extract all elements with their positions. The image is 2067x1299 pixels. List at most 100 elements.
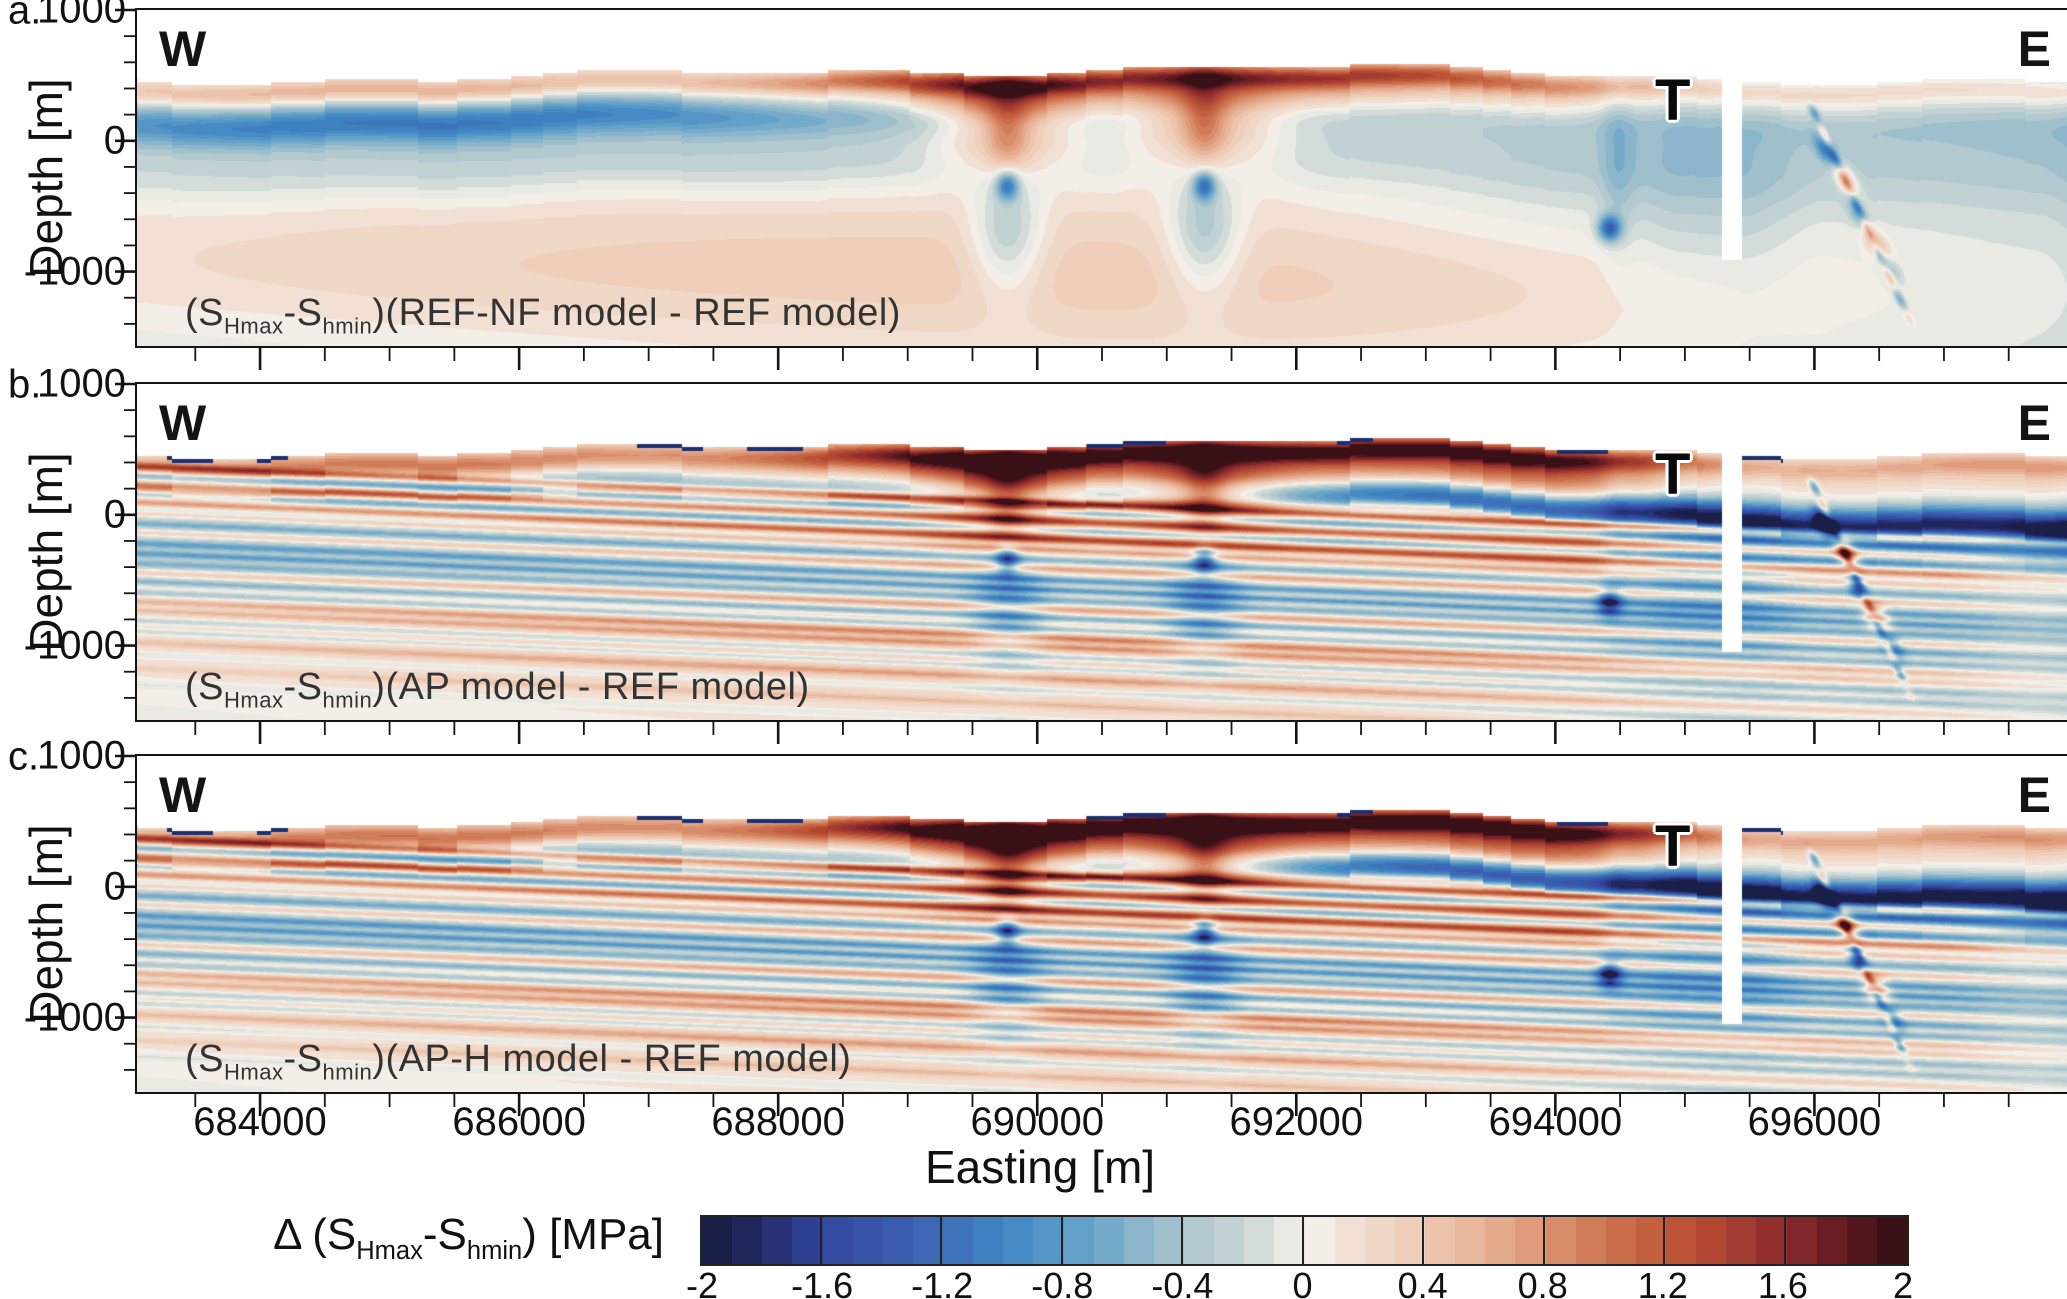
- panel-b: W E T (SHmax-Shmin)(AP model - REF model…: [135, 382, 2067, 722]
- tunnel-label: T: [1655, 442, 1691, 507]
- west-label: W: [159, 767, 207, 823]
- east-label: E: [2017, 395, 2051, 451]
- panel-c-annotation: (SHmax-Shmin)(AP-H model - REF model): [185, 1038, 852, 1085]
- colorbar-segment: [702, 1217, 733, 1264]
- y-tick-label: 1000: [37, 361, 126, 406]
- west-label: W: [159, 395, 207, 451]
- y-tick-label: 0: [103, 492, 126, 537]
- panel-letter: a.: [8, 0, 42, 33]
- y-axis-title: Depth [m]: [20, 452, 72, 652]
- colorbar-segment: [1364, 1217, 1395, 1264]
- colorbar-tick-label: -1.2: [911, 1265, 974, 1299]
- colorbar-segment: [1153, 1217, 1184, 1264]
- colorbar-segment: [1334, 1217, 1365, 1264]
- colorbar-tick-label: 1.6: [1757, 1265, 1808, 1299]
- colorbar-segment: [882, 1217, 913, 1264]
- colorbar-segment: [1515, 1217, 1546, 1264]
- colorbar-tick-label: -0.4: [1151, 1265, 1214, 1299]
- colorbar-segment: [1666, 1217, 1697, 1264]
- y-axis-title: Depth [m]: [20, 78, 72, 278]
- colorbar-segment: [1214, 1217, 1245, 1264]
- colorbar-divider: [1783, 1215, 1786, 1266]
- colorbar-segment: [1635, 1217, 1666, 1264]
- y-tick-label: 0: [103, 864, 126, 909]
- colorbar-segment: [1394, 1217, 1425, 1264]
- panel-b-contour-field: [137, 384, 2067, 720]
- colorbar-divider: [940, 1215, 942, 1266]
- panel-letter: b.: [8, 362, 42, 407]
- colorbar-divider: [1663, 1215, 1665, 1266]
- tunnel-label: T: [1655, 68, 1691, 133]
- colorbar-segment: [1123, 1217, 1154, 1264]
- colorbar-segment: [792, 1217, 823, 1264]
- y-tick-label: -1000: [23, 623, 126, 668]
- colorbar-segment: [732, 1217, 763, 1264]
- colorbar-tick-label: 2: [1892, 1265, 1914, 1299]
- x-axis-title: Easting [m]: [924, 1141, 1156, 1193]
- colorbar-segment: [1455, 1217, 1486, 1264]
- x-tick-label: 684000: [193, 1100, 327, 1144]
- colorbar-segment: [912, 1217, 943, 1264]
- colorbar-tick-label: -2: [685, 1265, 719, 1299]
- colorbar-divider: [1422, 1215, 1424, 1266]
- colorbar-divider: [1542, 1215, 1545, 1266]
- colorbar-segment: [1575, 1217, 1606, 1264]
- panel-a: W E T (SHmax-Shmin)(REF-NF model - REF m…: [135, 8, 2067, 348]
- panel-b-annotation: (SHmax-Shmin)(AP model - REF model): [185, 666, 810, 713]
- colorbar-divider: [1060, 1215, 1063, 1266]
- colorbar-segment: [1756, 1217, 1787, 1264]
- colorbar-divider: [1301, 1215, 1304, 1266]
- colorbar-segment: [822, 1217, 853, 1264]
- colorbar-segment: [1786, 1217, 1817, 1264]
- colorbar-divider: [1181, 1215, 1183, 1266]
- colorbar-tick-label: -0.8: [1031, 1265, 1094, 1299]
- colorbar-segment: [762, 1217, 793, 1264]
- colorbar-segment: [1244, 1217, 1275, 1264]
- colorbar-tick-label: 1.2: [1637, 1265, 1688, 1299]
- y-tick-label: 1000: [37, 733, 126, 778]
- y-tick-label: -1000: [23, 249, 126, 294]
- east-label: E: [2017, 767, 2051, 823]
- tunnel-label: T: [1655, 814, 1691, 879]
- west-label: W: [159, 21, 207, 77]
- colorbar-segment: [1726, 1217, 1757, 1264]
- colorbar-segment: [1846, 1217, 1877, 1264]
- colorbar-segment: [1274, 1217, 1305, 1264]
- colorbar-tick-label: -1.6: [791, 1265, 854, 1299]
- x-tick-label: 694000: [1488, 1100, 1623, 1144]
- colorbar-segment: [1003, 1217, 1034, 1264]
- y-tick-label: 1000: [37, 0, 126, 32]
- colorbar-segment: [1485, 1217, 1516, 1264]
- colorbar-segment: [1425, 1217, 1456, 1264]
- panel-a-contour-field: [137, 10, 2067, 346]
- colorbar-segment: [1816, 1217, 1847, 1264]
- colorbar-tick-label: 0.4: [1397, 1265, 1448, 1299]
- colorbar: [700, 1215, 1909, 1266]
- y-tick-label: -1000: [23, 995, 126, 1040]
- colorbar-divider: [819, 1215, 822, 1266]
- y-axis-title: Depth [m]: [20, 824, 72, 1024]
- x-tick-label: 692000: [1229, 1100, 1364, 1144]
- panel-c-contour-field: [137, 756, 2067, 1092]
- colorbar-segment: [1876, 1217, 1907, 1264]
- y-tick-label: 0: [103, 118, 126, 163]
- x-tick-label: 696000: [1747, 1100, 1882, 1144]
- colorbar-tick-label: 0: [1292, 1265, 1313, 1299]
- colorbar-segment: [1184, 1217, 1215, 1264]
- colorbar-segment: [1545, 1217, 1576, 1264]
- x-tick-label: 688000: [711, 1100, 845, 1144]
- colorbar-segment: [1696, 1217, 1727, 1264]
- colorbar-segment: [1063, 1217, 1094, 1264]
- x-tick-label: 690000: [970, 1100, 1104, 1144]
- colorbar-segment: [1033, 1217, 1064, 1264]
- colorbar-segment: [1304, 1217, 1335, 1264]
- colorbar-segment: [973, 1217, 1004, 1264]
- x-tick-label: 686000: [452, 1100, 586, 1144]
- colorbar-segment: [943, 1217, 974, 1264]
- colorbar-title: Δ (SHmax-Shmin) [MPa]: [273, 1210, 664, 1265]
- colorbar-segment: [852, 1217, 883, 1264]
- colorbar-tick-label: 0.8: [1517, 1265, 1568, 1299]
- colorbar-segment: [1605, 1217, 1636, 1264]
- panel-letter: c.: [8, 734, 40, 779]
